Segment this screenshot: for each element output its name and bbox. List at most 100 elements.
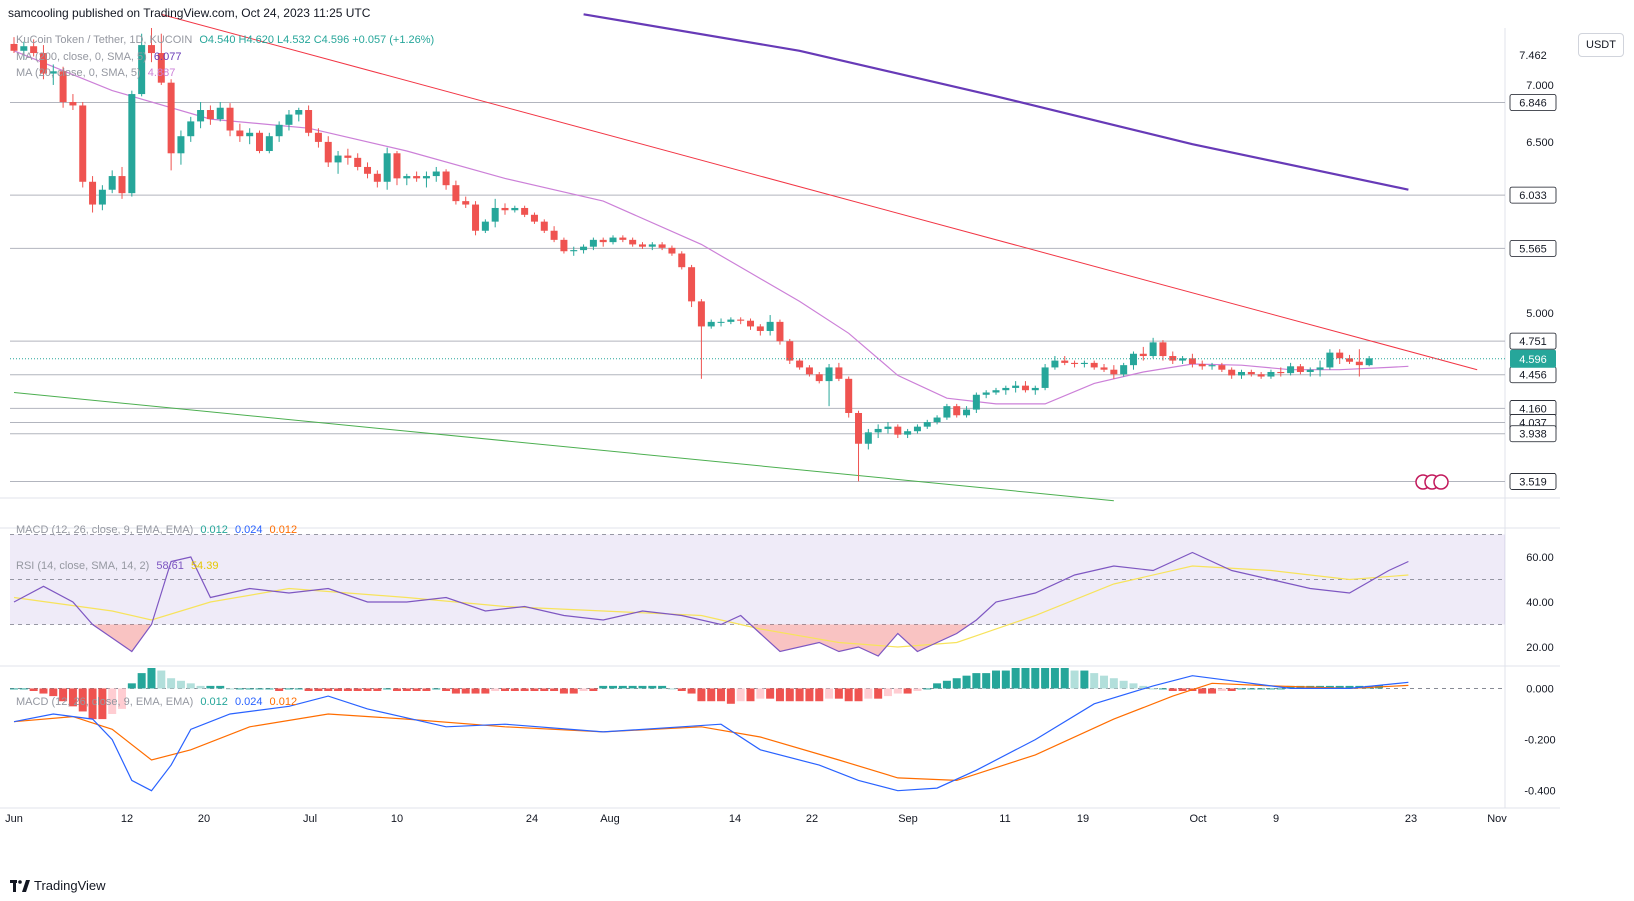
candle-body: [884, 426, 892, 429]
histogram-bar: [412, 688, 421, 691]
time-tick-label: Jul: [303, 813, 317, 825]
candle: [20, 41, 28, 60]
candle-body: [825, 367, 833, 382]
ma200-legend[interactable]: MA (200, close, 0, SMA, 5) 6.077: [16, 51, 181, 63]
macd-tick-label: -0.400: [1524, 786, 1555, 798]
candle-body: [1012, 385, 1020, 388]
histogram-bar: [1335, 685, 1344, 689]
candle-body: [1169, 356, 1177, 361]
histogram-bar: [10, 688, 18, 690]
macd-value-2: 0.024: [234, 696, 263, 708]
candle: [295, 107, 303, 122]
candle: [972, 392, 980, 413]
histogram-bar: [383, 688, 392, 690]
candle: [688, 264, 696, 308]
candle-body: [972, 394, 980, 410]
candle: [815, 371, 823, 384]
candle-body: [992, 390, 1000, 393]
candle: [1346, 354, 1354, 365]
candle: [216, 102, 224, 122]
histogram-bar: [206, 685, 215, 689]
histogram-bar: [618, 685, 627, 689]
histogram-bar: [363, 688, 372, 691]
candle: [501, 203, 509, 215]
ma20-line: [13, 50, 1409, 405]
candle-body: [1159, 342, 1167, 357]
histogram-bar: [972, 673, 981, 689]
candle-body: [521, 207, 529, 215]
histogram-bar: [717, 688, 726, 702]
candle: [668, 245, 676, 256]
time-tick-label: Oct: [1189, 813, 1206, 825]
level-tag: [1509, 186, 1557, 204]
histogram-bar: [844, 688, 853, 702]
histogram-bar: [186, 683, 195, 689]
candle: [1100, 364, 1108, 372]
candle-body: [314, 132, 322, 142]
candle: [1336, 349, 1344, 365]
candle-body: [59, 71, 67, 103]
candle: [59, 66, 67, 108]
ohlc-values: O4.540 H4.620 L4.532 C4.596 +0.057 (+1.2…: [199, 34, 435, 46]
candle: [1149, 337, 1157, 359]
candle: [638, 242, 646, 249]
candle-body: [69, 102, 77, 106]
histogram-bar: [510, 688, 519, 691]
histogram-bar: [147, 668, 156, 689]
candle-body: [157, 53, 165, 83]
candle: [226, 103, 234, 137]
candle-body: [206, 110, 214, 120]
candle-body: [766, 321, 774, 331]
rsi-label: RSI (14, close, SMA, 14, 2): [16, 560, 150, 572]
candle-body: [913, 426, 921, 432]
histogram-bar: [491, 688, 500, 691]
macd-legend[interactable]: MACD (12, 26, close, 9, EMA, EMA) 0.012 …: [16, 696, 297, 708]
time-tick-label: 20: [198, 813, 210, 825]
currency-button[interactable]: USDT: [1578, 33, 1624, 57]
candle: [472, 201, 480, 236]
candle-body: [1267, 371, 1275, 377]
histogram-bar: [658, 685, 667, 689]
candle-body: [629, 239, 637, 245]
ma20-legend[interactable]: MA (20, close, 0, SMA, 5) 4.887: [16, 67, 175, 79]
rsi-ma-line: [13, 565, 1409, 648]
candle-body: [1326, 352, 1334, 368]
macd-top-legend[interactable]: MACD (12, 26, close, 9, EMA, EMA) 0.012 …: [16, 524, 297, 536]
histogram-bar: [157, 670, 166, 689]
histogram-bar: [609, 685, 618, 689]
histogram-bar: [373, 688, 382, 691]
candle-body: [452, 185, 460, 202]
candle: [874, 424, 882, 439]
ma20-label: MA (20, close, 0, SMA, 5): [16, 67, 141, 79]
candle: [982, 390, 990, 399]
candle: [835, 362, 843, 382]
trendline-resistance: [161, 13, 1478, 371]
histogram-bar: [19, 688, 28, 690]
candle-body: [383, 153, 391, 182]
candle: [1041, 364, 1049, 391]
histogram-bar: [1208, 688, 1217, 694]
candle-body: [481, 221, 489, 231]
candle: [913, 424, 921, 434]
histogram-bar: [216, 685, 225, 689]
candle-body: [393, 153, 401, 179]
rsi-legend[interactable]: RSI (14, close, SMA, 14, 2) 58.61 54.39: [16, 560, 218, 572]
candle-body: [89, 181, 97, 205]
time-tick-label: Aug: [600, 813, 620, 825]
candle: [442, 169, 450, 190]
candle-body: [344, 155, 352, 158]
candle: [1296, 364, 1304, 375]
histogram-bar: [265, 688, 274, 690]
tradingview-logo[interactable]: TradingView: [10, 878, 106, 893]
histogram-bar: [1217, 688, 1226, 691]
candle-body: [1090, 362, 1098, 368]
candle-body: [904, 431, 912, 435]
candle: [246, 128, 254, 145]
candle-body: [540, 221, 548, 231]
histogram-bar: [78, 688, 87, 712]
symbol-legend[interactable]: KuCoin Token / Tether, 1D, KUCOIN O4.540…: [16, 34, 434, 46]
candle-body: [923, 422, 931, 427]
candle: [1238, 369, 1245, 379]
histogram-bar: [707, 688, 716, 702]
